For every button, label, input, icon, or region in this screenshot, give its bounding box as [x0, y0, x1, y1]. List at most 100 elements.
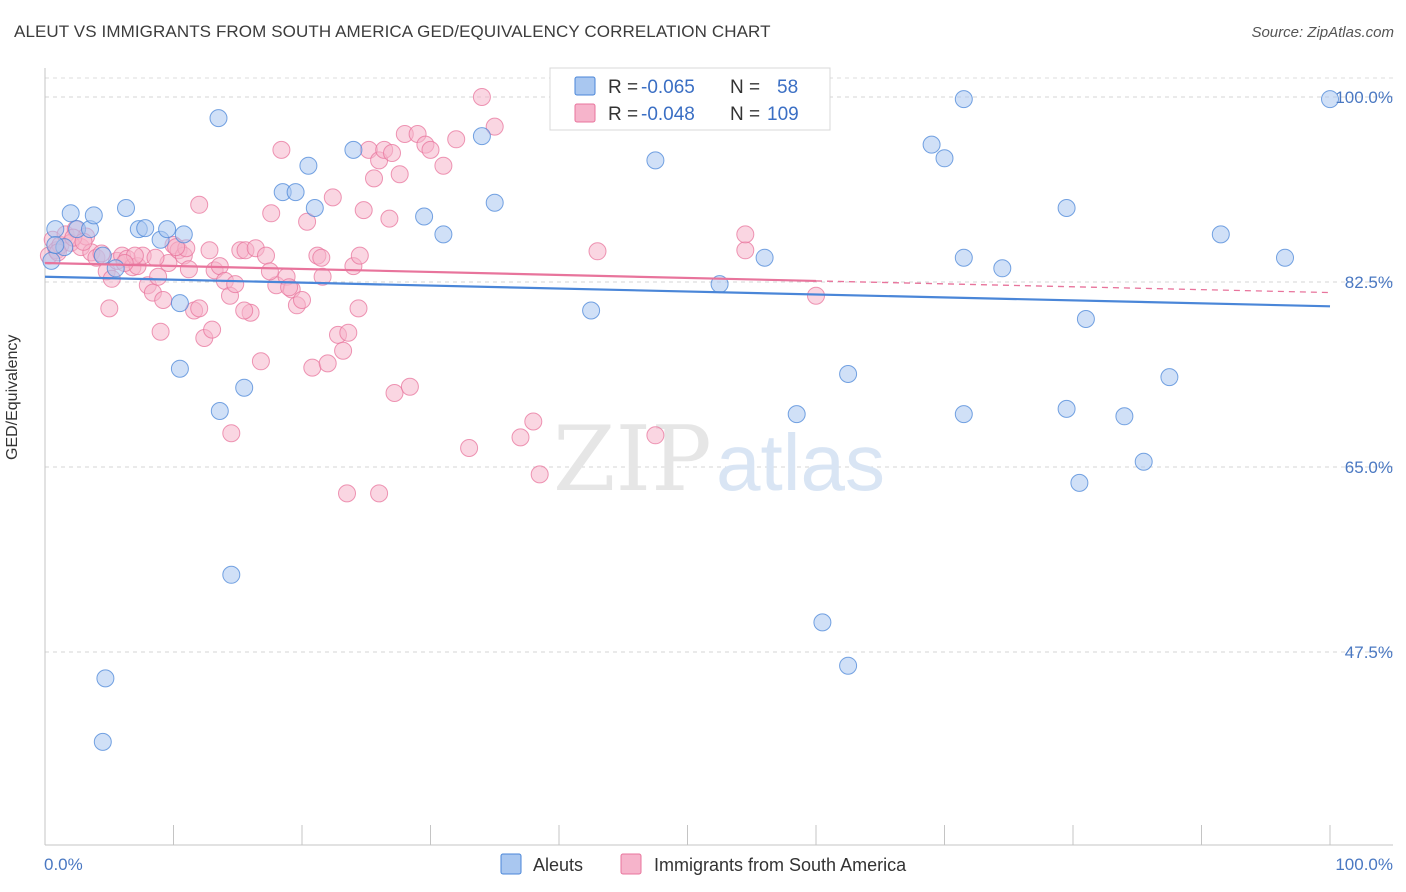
point-aleuts-39 — [922, 135, 941, 154]
bottom-legend: Aleuts Immigrants from South America — [500, 853, 907, 875]
point-immigrants-58 — [334, 341, 353, 360]
point-aleuts-31 — [646, 151, 665, 170]
point-aleuts-55 — [96, 669, 115, 688]
point-aleuts-14 — [170, 294, 189, 313]
point-aleuts-24 — [305, 199, 324, 217]
point-immigrants-52 — [303, 358, 322, 377]
point-immigrants-50 — [293, 291, 311, 309]
point-aleuts-41 — [954, 90, 973, 109]
point-immigrants-108 — [383, 144, 401, 162]
trend-lines — [44, 261, 1331, 308]
point-aleuts-38 — [839, 365, 858, 383]
point-immigrants-78 — [485, 117, 504, 136]
point-aleuts-29 — [485, 193, 504, 212]
point-immigrants-83 — [646, 426, 665, 445]
y-tick-label-1: 65.0% — [1345, 458, 1393, 477]
point-immigrants-22 — [149, 267, 168, 286]
point-aleuts-27 — [434, 225, 453, 244]
point-aleuts-45 — [1057, 199, 1076, 217]
stats-legend: R = -0.065 N = 58 R = -0.048 N = 109 — [549, 67, 831, 131]
point-immigrants-67 — [380, 209, 399, 228]
point-aleuts-35 — [787, 405, 806, 424]
watermark: ZIP atlas — [553, 407, 885, 512]
point-aleuts-49 — [1115, 407, 1134, 426]
point-immigrants-30 — [190, 299, 209, 318]
grid-lines — [45, 77, 1393, 653]
point-immigrants-46 — [272, 140, 291, 159]
watermark-atlas: atlas — [716, 418, 885, 507]
point-aleuts-54 — [1321, 90, 1339, 109]
point-immigrants-28 — [179, 260, 198, 279]
point-immigrants-59 — [339, 323, 358, 342]
point-aleuts-34 — [755, 248, 774, 267]
stats-legend-r-value-immigrants: -0.048 — [641, 104, 695, 125]
point-immigrants-79 — [511, 428, 530, 447]
chart-title: ALEUT VS IMMIGRANTS FROM SOUTH AMERICA G… — [14, 22, 771, 41]
point-immigrants-23 — [154, 291, 173, 309]
stats-legend-n-label-immigrants: N = — [730, 104, 760, 125]
point-immigrants-32 — [200, 241, 219, 260]
stats-legend-n-label-aleuts: N = — [730, 77, 760, 98]
watermark-zip: ZIP — [553, 407, 712, 512]
point-immigrants-91 — [190, 195, 209, 214]
point-aleuts-20 — [235, 378, 254, 397]
point-immigrants-96 — [203, 320, 222, 339]
y-tick-label-2: 82.5% — [1345, 273, 1393, 292]
point-aleuts-44 — [993, 259, 1012, 278]
point-immigrants-84 — [736, 241, 755, 260]
point-aleuts-9 — [117, 199, 135, 217]
point-aleuts-37 — [839, 656, 858, 675]
point-aleuts-57 — [46, 236, 65, 254]
point-immigrants-43 — [257, 246, 275, 265]
stats-legend-n-value-immigrants: 109 — [767, 104, 799, 125]
point-immigrants-98 — [260, 262, 279, 281]
point-immigrants-44 — [262, 204, 281, 223]
axes — [44, 68, 1393, 846]
stats-legend-swatch-aleuts — [574, 76, 596, 96]
stats-legend-r-value-aleuts: -0.065 — [641, 77, 695, 98]
point-aleuts-36 — [813, 613, 832, 632]
point-immigrants-74 — [421, 140, 440, 159]
point-aleuts-19 — [222, 565, 241, 584]
x-tick-label-max: 100.0% — [1335, 855, 1393, 874]
point-aleuts-26 — [415, 207, 434, 226]
point-immigrants-37 — [226, 275, 245, 294]
point-aleuts-51 — [1160, 368, 1179, 387]
point-aleuts-23 — [299, 156, 318, 175]
point-immigrants-56 — [323, 188, 342, 207]
trendline-dashed-immigrants — [815, 280, 1331, 294]
point-immigrants-76 — [447, 130, 466, 149]
point-immigrants-61 — [349, 299, 368, 318]
point-aleuts-52 — [1211, 225, 1230, 244]
stats-legend-box — [549, 67, 831, 131]
stats-legend-r-label-immigrants: R = — [608, 104, 638, 125]
point-immigrants-54 — [313, 267, 332, 286]
point-aleuts-17 — [209, 109, 228, 128]
trendline-aleuts — [44, 275, 1331, 308]
point-immigrants-51 — [298, 212, 317, 231]
point-immigrants-42 — [251, 352, 270, 371]
stats-legend-r-label-aleuts: R = — [608, 77, 638, 98]
source-label: Source: ZipAtlas.com — [1251, 24, 1394, 41]
point-immigrants-93 — [100, 299, 119, 318]
point-aleuts-28 — [472, 127, 491, 146]
point-aleuts-50 — [1134, 452, 1153, 471]
point-immigrants-71 — [400, 377, 419, 396]
point-aleuts-3 — [61, 204, 80, 223]
point-immigrants-92 — [222, 424, 241, 443]
point-aleuts-47 — [1070, 473, 1089, 492]
y-tick-label-0: 47.5% — [1345, 643, 1393, 662]
bottom-legend-label-aleuts: Aleuts — [533, 855, 583, 875]
point-immigrants-80 — [524, 412, 543, 431]
point-immigrants-97 — [235, 301, 254, 320]
point-aleuts-18 — [210, 402, 229, 420]
point-aleuts-42 — [954, 248, 973, 267]
point-immigrants-100 — [312, 248, 331, 267]
bottom-legend-label-immigrants: Immigrants from South America — [654, 855, 907, 875]
data-points — [39, 88, 1339, 751]
point-aleuts-56 — [93, 732, 112, 751]
bottom-legend-swatch-immigrants — [620, 853, 642, 875]
point-immigrants-62 — [354, 201, 373, 220]
bottom-legend-swatch-aleuts — [500, 853, 522, 875]
